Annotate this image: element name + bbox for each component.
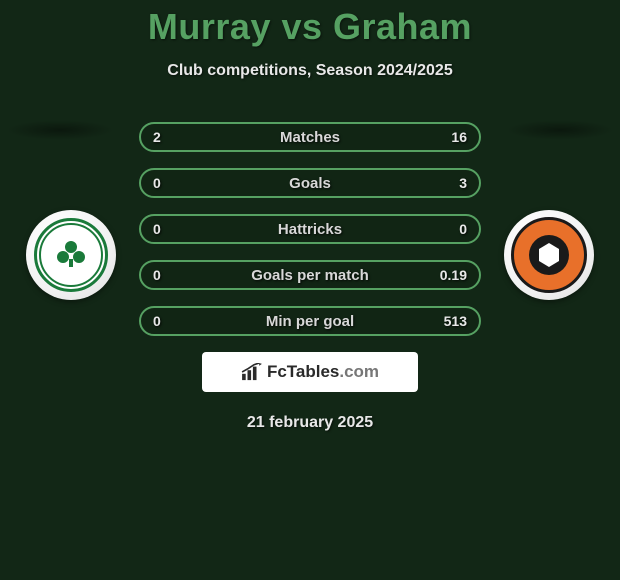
stat-left-value: 0	[153, 175, 161, 191]
fctables-logo[interactable]: FcTables.com	[202, 352, 418, 392]
stat-label: Goals per match	[251, 267, 369, 284]
stat-row-min-per-goal: 0 Min per goal 513	[139, 306, 481, 336]
stat-label: Min per goal	[266, 313, 354, 330]
badge-shadow-right	[506, 120, 614, 140]
logo-text-main: FcTables	[267, 362, 339, 381]
stat-left-value: 0	[153, 313, 161, 329]
stat-label: Goals	[289, 175, 331, 192]
team-badge-left	[26, 210, 116, 300]
stat-right-value: 16	[451, 129, 467, 145]
stat-left-value: 0	[153, 221, 161, 237]
date-text: 21 february 2025	[0, 414, 620, 432]
stat-right-value: 0	[459, 221, 467, 237]
badge-shadow-left	[6, 120, 114, 140]
stat-right-value: 513	[444, 313, 467, 329]
logo-text-ext: .com	[339, 362, 379, 381]
stat-left-value: 2	[153, 129, 161, 145]
stat-row-matches: 2 Matches 16	[139, 122, 481, 152]
subtitle: Club competitions, Season 2024/2025	[0, 62, 620, 80]
stat-left-value: 0	[153, 267, 161, 283]
stat-row-goals-per-match: 0 Goals per match 0.19	[139, 260, 481, 290]
stat-right-value: 0.19	[440, 267, 467, 283]
page-title: Murray vs Graham	[0, 6, 620, 48]
celtic-crest-icon	[34, 218, 108, 292]
clover-icon	[57, 241, 85, 269]
comparison-card: Murray vs Graham Club competitions, Seas…	[0, 0, 620, 432]
stat-label: Hattricks	[278, 221, 342, 238]
team-badge-right	[504, 210, 594, 300]
stat-right-value: 3	[459, 175, 467, 191]
logo-text: FcTables.com	[267, 362, 379, 382]
stat-label: Matches	[280, 129, 340, 146]
dundee-united-crest-icon	[511, 217, 587, 293]
stat-row-hattricks: 0 Hattricks 0	[139, 214, 481, 244]
stats-rows: 2 Matches 16 0 Goals 3 0 Hattricks 0 0 G…	[139, 122, 481, 336]
stat-row-goals: 0 Goals 3	[139, 168, 481, 198]
stats-area: 2 Matches 16 0 Goals 3 0 Hattricks 0 0 G…	[0, 122, 620, 432]
bar-chart-icon	[241, 363, 263, 381]
